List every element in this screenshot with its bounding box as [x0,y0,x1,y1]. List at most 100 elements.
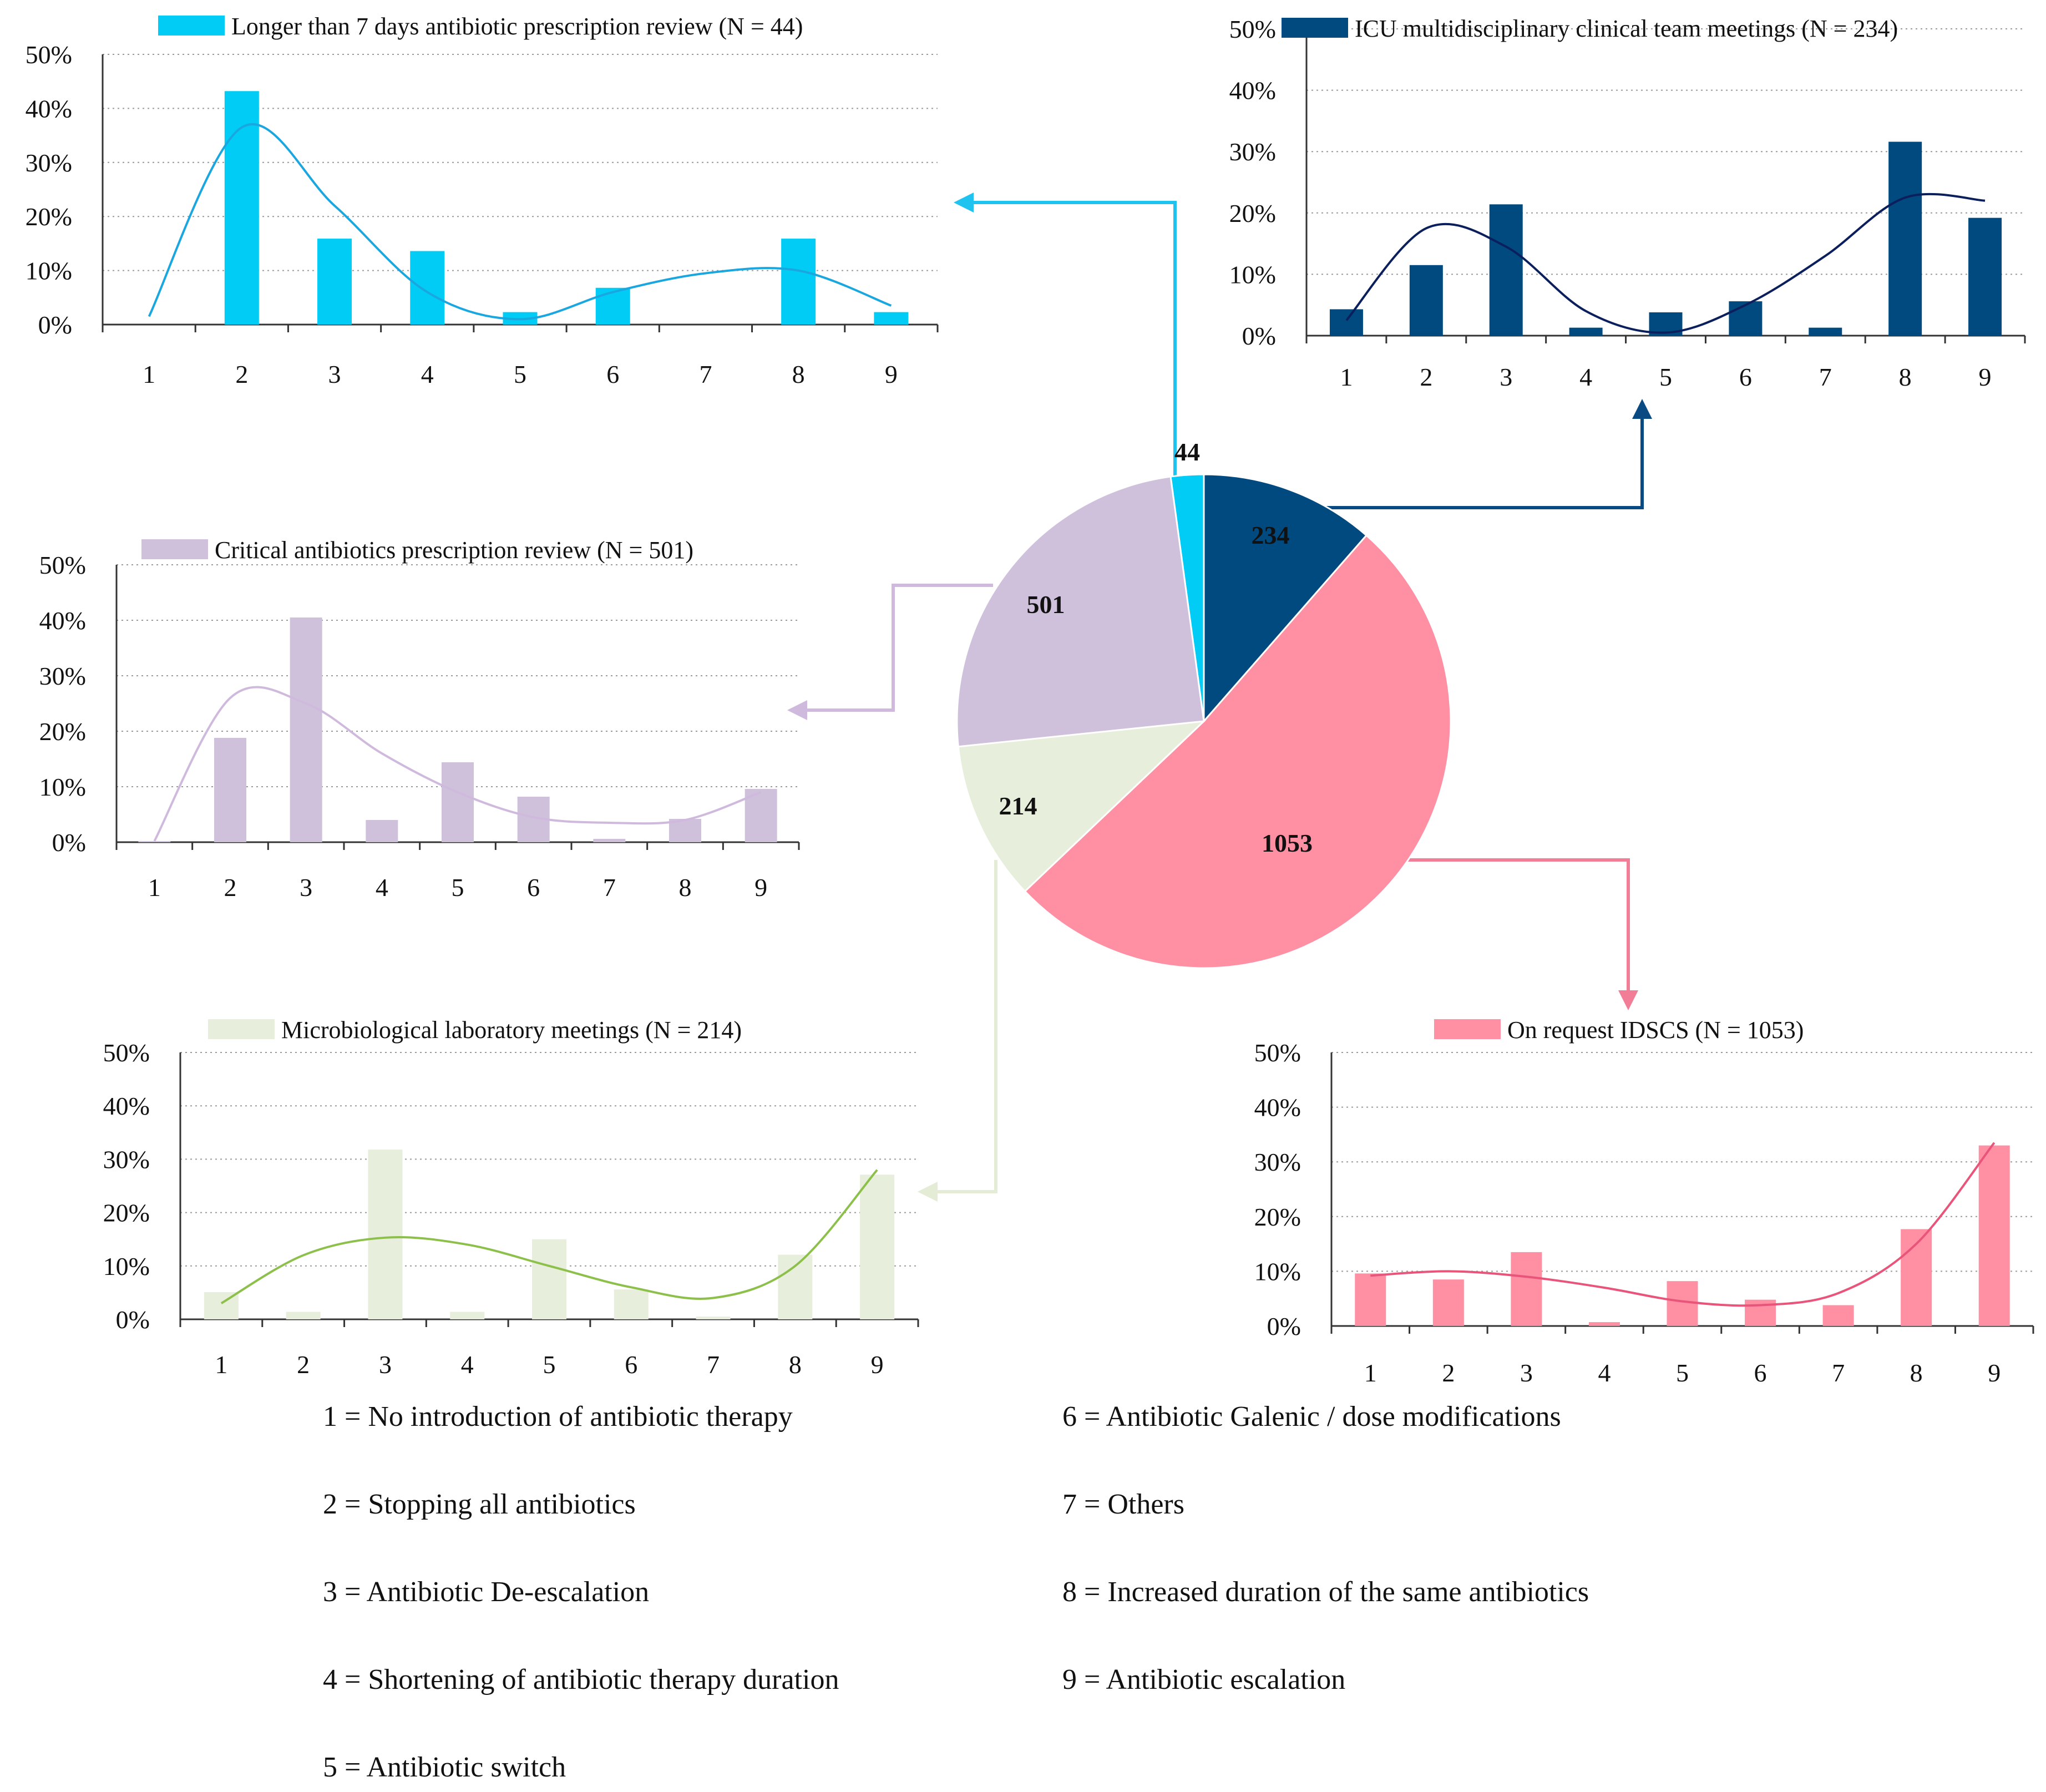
bar [860,1175,895,1319]
bar [1489,204,1523,336]
pie-slice [1024,534,1452,969]
bar [1355,1273,1386,1326]
x-tick-label: 8 [1899,363,1912,391]
x-tick-label: 9 [871,1350,884,1379]
pie-slice-label: 501 [1027,590,1065,619]
bar [1409,265,1443,336]
x-tick-label: 3 [1520,1359,1533,1387]
x-tick-label: 8 [679,873,692,902]
bar [1329,309,1363,336]
x-tick-label: 2 [224,873,237,902]
y-tick-label: 50% [26,41,72,69]
key-item: 3 = Antibiotic De-escalation [323,1576,649,1608]
bar [874,312,909,325]
bar [1569,327,1603,336]
bar [1978,1145,2010,1326]
bar [778,1254,813,1319]
x-tick-label: 8 [1910,1359,1923,1387]
bar [442,762,474,842]
key-item: 1 = No introduction of antibiotic therap… [323,1401,793,1432]
arrow-bottom-right [1404,858,1638,1010]
x-tick-label: 4 [1579,363,1592,391]
bar [1729,301,1763,336]
bar [366,820,398,842]
x-tick-label: 1 [1364,1359,1377,1387]
x-tick-label: 1 [1340,363,1353,391]
pie-slice [1203,473,1368,723]
y-tick-label: 0% [116,1305,150,1334]
pie-slice-label: 1053 [1262,829,1313,857]
key-item: 5 = Antibiotic switch [323,1751,566,1783]
x-tick-label: 4 [1598,1359,1611,1387]
key-item: 7 = Others [1062,1489,1184,1520]
y-tick-label: 30% [1254,1148,1301,1176]
y-tick-label: 40% [39,606,86,635]
chart-title: ICU multidisciplinary clinical team meet… [1355,15,1898,42]
arrow-bottom-left [918,860,997,1202]
chart-title: Longer than 7 days antibiotic prescripti… [231,13,803,40]
trend-line [148,123,892,321]
pie-chart: 44 234 1053 214 501 [956,438,1452,969]
y-tick-label: 0% [1267,1312,1301,1340]
y-tick-label: 10% [1229,260,1276,288]
x-tick-label: 2 [1442,1359,1455,1387]
arrow-top-left [954,193,1177,477]
x-tick-label: 6 [625,1350,637,1379]
key-list: 1 = No introduction of antibiotic therap… [323,1401,1589,1783]
x-tick-label: 5 [543,1350,556,1379]
bar [593,839,626,842]
key-item: 9 = Antibiotic escalation [1062,1664,1345,1695]
bar [614,1289,649,1319]
x-tick-label: 8 [789,1350,802,1379]
y-tick-label: 0% [38,311,72,339]
pie-slice-label: 234 [1252,521,1290,549]
x-tick-label: 1 [215,1350,227,1379]
x-tick-label: 7 [1832,1359,1845,1387]
x-tick-label: 9 [754,873,767,902]
bar [1888,141,1922,336]
x-tick-label: 6 [527,873,540,902]
chart-title: Microbiological laboratory meetings (N =… [281,1016,742,1044]
x-tick-label: 4 [461,1350,474,1379]
y-tick-label: 40% [103,1092,150,1120]
y-tick-label: 50% [1254,1039,1301,1067]
legend-swatch [158,16,225,36]
bar [214,738,246,842]
y-tick-label: 20% [1254,1203,1301,1231]
arrow-top-right [1315,399,1652,509]
chart-title: Critical antibiotics prescription review… [215,536,693,564]
trend-line [220,1169,878,1304]
bar [224,91,259,325]
bar [696,1317,731,1319]
y-tick-label: 10% [26,257,72,285]
pie-slice-label: 214 [999,792,1037,820]
y-tick-label: 20% [26,203,72,231]
bar [286,1312,321,1319]
y-tick-label: 0% [52,828,86,857]
chart-title: On request IDSCS (N = 1053) [1507,1016,1804,1044]
y-tick-label: 20% [103,1199,150,1227]
x-tick-label: 6 [1754,1359,1767,1387]
key-item: 8 = Increased duration of the same antib… [1062,1576,1589,1608]
x-tick-label: 4 [376,873,388,902]
bar [781,239,816,325]
y-tick-label: 50% [1229,15,1276,43]
pie-slice [956,475,1205,748]
x-tick-label: 5 [514,360,526,388]
bar [595,287,630,325]
trend-line [153,686,762,842]
bar [317,239,352,325]
x-tick-label: 3 [1500,363,1512,391]
y-tick-label: 40% [1254,1094,1301,1122]
chart-icu-meetings: 0% 10% 20% 30% 40% 50% 1 2 3 4 5 6 7 8 9 ICU multidisci… [1229,15,2026,391]
x-tick-label: 7 [603,873,616,902]
bar [410,251,445,325]
bar [1432,1279,1464,1326]
connector-arrows [787,193,1652,1202]
legend-swatch [1434,1019,1501,1039]
y-tick-label: 30% [26,149,72,177]
trend-line [1370,1142,1996,1307]
x-tick-label: 3 [328,360,341,388]
x-tick-label: 8 [792,360,805,388]
